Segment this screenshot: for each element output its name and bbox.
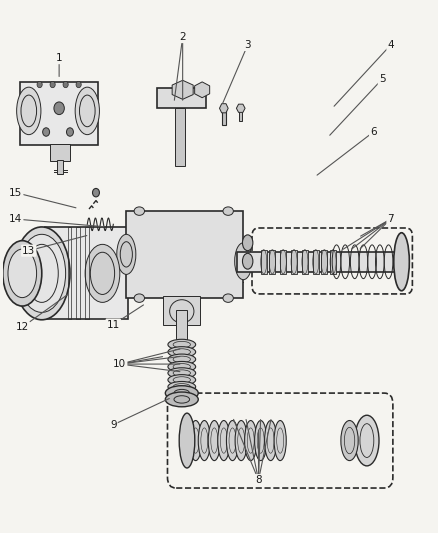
Ellipse shape (168, 382, 195, 392)
Ellipse shape (14, 227, 70, 320)
Bar (57, 160, 64, 174)
Text: 13: 13 (22, 246, 35, 256)
Ellipse shape (354, 415, 378, 466)
Ellipse shape (168, 354, 195, 365)
Ellipse shape (393, 233, 408, 291)
Ellipse shape (117, 235, 135, 274)
Ellipse shape (235, 421, 247, 461)
Ellipse shape (134, 294, 144, 302)
Bar (238, 108, 242, 122)
Ellipse shape (17, 87, 41, 135)
Ellipse shape (168, 346, 195, 357)
Ellipse shape (208, 421, 220, 461)
Text: 2: 2 (179, 32, 186, 42)
Ellipse shape (273, 421, 286, 461)
Text: 4: 4 (386, 40, 393, 50)
Bar (236, 252, 401, 272)
Ellipse shape (226, 421, 238, 461)
Polygon shape (194, 82, 209, 98)
Ellipse shape (223, 294, 233, 302)
Ellipse shape (189, 421, 201, 461)
Bar (176, 310, 187, 378)
Bar (175, 108, 184, 166)
Bar (163, 295, 200, 325)
Ellipse shape (8, 249, 36, 297)
Text: 14: 14 (9, 214, 22, 224)
Text: 1: 1 (56, 53, 62, 63)
Ellipse shape (242, 253, 252, 269)
Ellipse shape (37, 82, 42, 88)
Ellipse shape (3, 241, 42, 306)
Bar (50, 143, 70, 161)
Text: 7: 7 (386, 214, 393, 224)
Text: 12: 12 (16, 322, 29, 332)
Bar (20, 82, 98, 145)
Polygon shape (172, 80, 193, 99)
Bar (221, 109, 226, 125)
Ellipse shape (168, 375, 195, 385)
Text: 11: 11 (106, 319, 120, 329)
Ellipse shape (234, 243, 251, 280)
Bar (329, 249, 336, 274)
Ellipse shape (254, 421, 266, 461)
Text: 8: 8 (254, 475, 261, 485)
Ellipse shape (92, 189, 99, 197)
Polygon shape (219, 104, 228, 113)
Polygon shape (236, 104, 244, 112)
Bar (279, 249, 286, 274)
Ellipse shape (242, 235, 252, 251)
Bar (85, 227, 88, 319)
Bar (312, 249, 318, 274)
Ellipse shape (179, 413, 194, 468)
Ellipse shape (264, 421, 276, 461)
Bar (301, 249, 307, 274)
Bar (321, 249, 327, 274)
Ellipse shape (168, 340, 195, 350)
Text: 15: 15 (9, 188, 22, 198)
Text: 3: 3 (244, 40, 251, 50)
Ellipse shape (75, 87, 99, 135)
Ellipse shape (223, 207, 233, 215)
Bar (76, 227, 80, 319)
Ellipse shape (168, 361, 195, 372)
Bar (269, 249, 275, 274)
Ellipse shape (168, 368, 195, 378)
Text: 6: 6 (369, 127, 376, 137)
Text: 5: 5 (378, 74, 385, 84)
Ellipse shape (66, 128, 73, 136)
Bar (290, 249, 297, 274)
Ellipse shape (50, 82, 55, 88)
Ellipse shape (76, 82, 81, 88)
Ellipse shape (217, 421, 230, 461)
Ellipse shape (165, 392, 198, 407)
Text: 9: 9 (110, 419, 117, 430)
Bar (42, 227, 128, 319)
Ellipse shape (18, 235, 65, 312)
Ellipse shape (244, 421, 256, 461)
Bar (126, 211, 243, 298)
Bar (156, 88, 206, 108)
Ellipse shape (198, 421, 210, 461)
Ellipse shape (165, 386, 198, 400)
Ellipse shape (63, 82, 68, 88)
Ellipse shape (340, 421, 357, 461)
Bar (67, 227, 71, 319)
Ellipse shape (134, 207, 144, 215)
Ellipse shape (85, 244, 120, 302)
Text: 10: 10 (113, 359, 126, 369)
Ellipse shape (42, 128, 49, 136)
Bar (260, 249, 266, 274)
Ellipse shape (54, 102, 64, 115)
